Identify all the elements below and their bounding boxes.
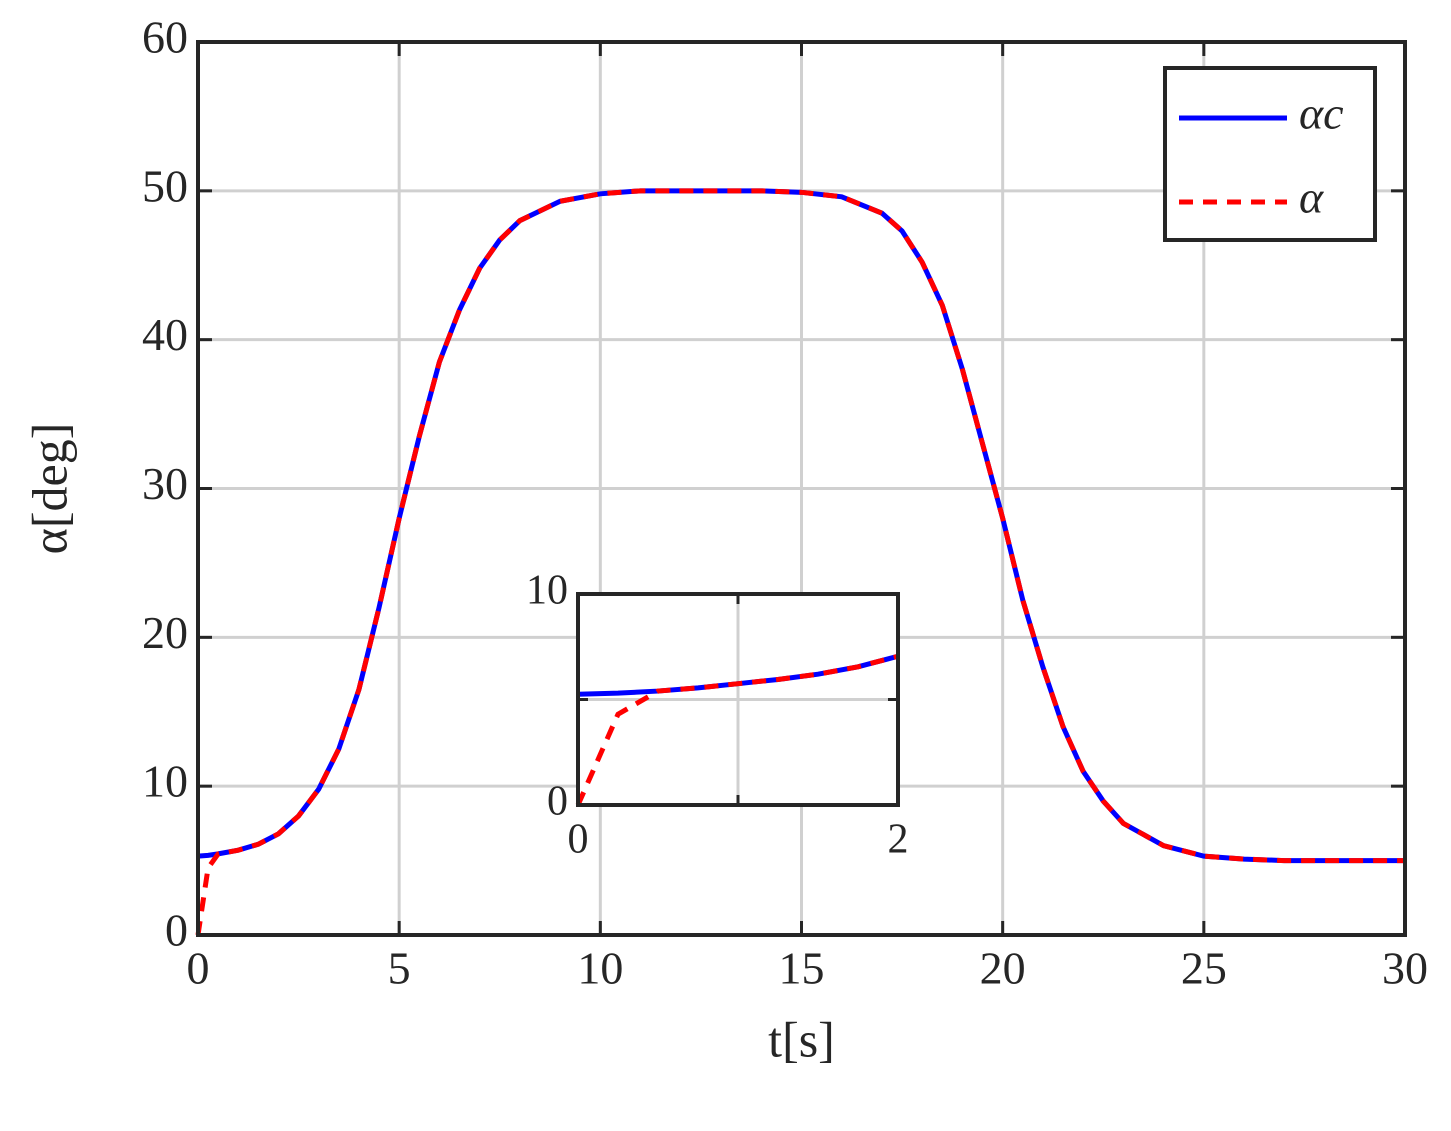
y-tick-label: 10 (526, 568, 568, 614)
legend-label: α (1299, 172, 1324, 223)
x-tick-label: 30 (1382, 943, 1428, 994)
y-tick-label: 30 (142, 458, 188, 509)
series-line (195, 188, 1405, 936)
x-tick-label: 15 (779, 943, 825, 994)
x-tick-label: 10 (577, 943, 623, 994)
plot-frame (196, 40, 1407, 937)
y-tick-label: 20 (142, 607, 188, 658)
y-tick-label: 50 (142, 160, 188, 211)
x-axis-label: t[s] (768, 1011, 835, 1067)
legend-box (1163, 66, 1377, 242)
y-tick-label: 40 (142, 309, 188, 360)
x-tick-label: 2 (888, 817, 909, 863)
y-tick-label: 0 (547, 779, 568, 825)
y-tick-label: 0 (165, 905, 188, 956)
y-tick-label: 60 (142, 12, 188, 63)
x-tick-label: 25 (1181, 943, 1227, 994)
x-tick-label: 5 (388, 943, 411, 994)
legend-label: αc (1299, 88, 1344, 139)
y-tick-label: 10 (142, 756, 188, 807)
series-line (575, 653, 899, 807)
y-axis-label: α[deg] (21, 423, 77, 555)
x-tick-label: 0 (568, 817, 589, 863)
plot-frame (576, 592, 900, 807)
x-tick-label: 0 (187, 943, 210, 994)
x-tick-label: 20 (980, 943, 1026, 994)
